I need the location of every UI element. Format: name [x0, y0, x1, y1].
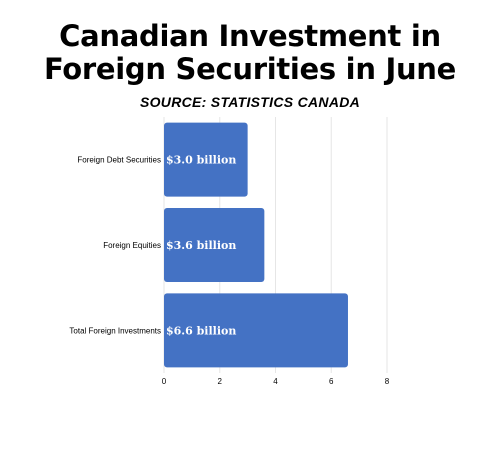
bar — [164, 293, 348, 368]
category-label: Foreign Debt Securities — [77, 156, 161, 165]
x-tick-label: 6 — [329, 377, 334, 386]
x-tick-label: 4 — [273, 377, 278, 386]
chart-title-line-2: Foreign Securities in June — [43, 52, 457, 86]
data-labels: $3.0 billion $3.6 billion $6.6 billion — [166, 154, 236, 338]
chart-subtitle: SOURCE: STATISTICS CANADA — [139, 94, 361, 110]
x-tick-labels: 0 2 4 6 8 — [162, 377, 390, 386]
x-tick-label: 0 — [162, 377, 167, 386]
x-tick-label: 2 — [218, 377, 223, 386]
chart-title: Canadian Investment in Foreign Securitie… — [0, 20, 500, 86]
data-label: $6.6 billion — [166, 324, 236, 337]
category-labels: Foreign Debt Securities Foreign Equities T… — [69, 156, 161, 336]
chart-title-line-1: Canadian Investment in — [59, 19, 441, 53]
bar — [164, 208, 265, 282]
bars — [164, 122, 348, 368]
x-tick-label: 8 — [385, 377, 390, 386]
data-label: $3.6 billion — [166, 239, 236, 252]
category-label: Total Foreign Investments — [69, 326, 161, 335]
category-label: Foreign Equities — [103, 241, 161, 250]
data-label: $3.0 billion — [166, 154, 236, 167]
bar — [164, 122, 248, 197]
